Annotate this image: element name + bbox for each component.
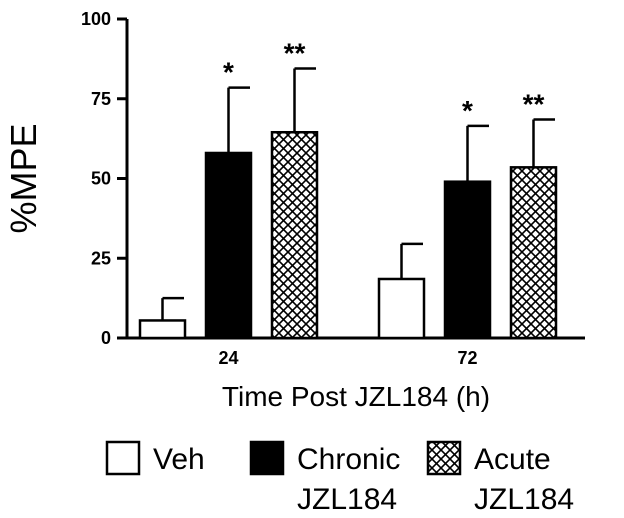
y-tick-label: 75 bbox=[91, 89, 111, 109]
y-axis-title: %MPE bbox=[3, 123, 44, 233]
significance-label: ** bbox=[284, 37, 306, 68]
legend: Veh Chronic JZL184 Acute JZL184 bbox=[105, 440, 574, 516]
bars bbox=[138, 67, 558, 340]
legend-label: JZL184 bbox=[297, 483, 397, 516]
legend-label: Veh bbox=[153, 443, 205, 476]
x-tick-label: 72 bbox=[457, 348, 477, 368]
y-tick-label: 50 bbox=[91, 169, 111, 189]
legend-swatch bbox=[105, 440, 141, 476]
legend-label: Chronic bbox=[297, 443, 400, 476]
significance-label: * bbox=[223, 57, 234, 88]
bar bbox=[443, 180, 492, 340]
legend-swatch bbox=[426, 440, 462, 476]
bar bbox=[204, 151, 253, 340]
legend-label: Acute bbox=[474, 443, 551, 476]
legend-swatch bbox=[249, 440, 285, 476]
bar bbox=[270, 130, 319, 340]
legend-label: JZL184 bbox=[474, 483, 574, 516]
y-tick-label: 25 bbox=[91, 248, 111, 268]
bar bbox=[509, 166, 558, 340]
significance-label: ** bbox=[523, 88, 545, 119]
bar bbox=[377, 277, 426, 340]
y-tick-label: 100 bbox=[81, 9, 111, 29]
bar bbox=[138, 319, 187, 340]
significance-label: * bbox=[462, 95, 473, 126]
x-axis-title: Time Post JZL184 (h) bbox=[222, 381, 490, 412]
y-tick-label: 0 bbox=[101, 328, 111, 348]
axes: 0 25 50 75 100 %MPE bbox=[3, 9, 585, 348]
x-tick-label: 24 bbox=[218, 348, 238, 368]
